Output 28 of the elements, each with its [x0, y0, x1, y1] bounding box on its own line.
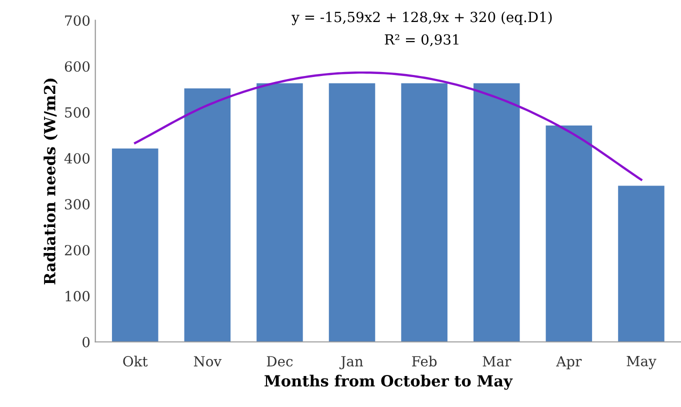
- y-tick-label: 600: [64, 61, 90, 72]
- y-tick-label: 500: [65, 107, 90, 118]
- bar: [328, 83, 376, 342]
- bar: [256, 83, 303, 342]
- y-tick-label: 100: [66, 290, 90, 302]
- bar: [184, 88, 231, 342]
- bar: [401, 83, 448, 342]
- y-tick-label: 300: [65, 199, 90, 210]
- annotation: R² = 0,931: [384, 34, 458, 46]
- x-tick-label: Apr: [556, 356, 582, 370]
- x-axis-title: Months from October to May: [264, 374, 513, 390]
- x-tick-label: May: [626, 356, 656, 370]
- y-tick-label: 700: [65, 15, 90, 26]
- x-tick-label: Feb: [412, 356, 437, 367]
- y-axis-title: Radiation needs (W/m2): [44, 78, 58, 284]
- x-tick-label: Dec: [266, 356, 293, 367]
- x-tick-label: Mar: [482, 356, 512, 367]
- y-tick-label: 0: [82, 336, 90, 348]
- annotation: y = -15,59x2 + 128,9x + 320 (eq.D1): [292, 11, 552, 26]
- y-tick-label: 400: [64, 153, 90, 164]
- y-tick-label: 200: [64, 244, 90, 256]
- bar: [618, 186, 664, 342]
- bar: [473, 83, 520, 342]
- bar: [546, 126, 592, 342]
- x-tick-label: Okt: [123, 356, 148, 367]
- x-tick-label: Jan: [339, 356, 364, 370]
- x-tick-label: Nov: [194, 356, 222, 367]
- bar: [112, 148, 158, 342]
